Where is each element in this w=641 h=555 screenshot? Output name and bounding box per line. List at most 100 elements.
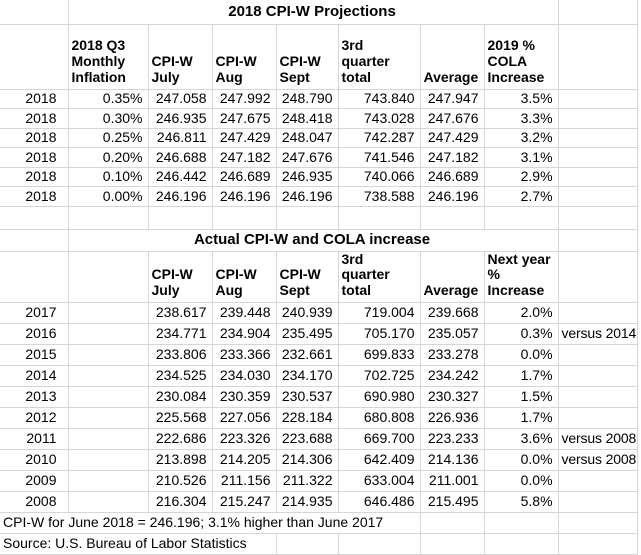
- cell-blank: [67, 343, 149, 366]
- cell-year: 2016: [0, 322, 69, 345]
- cell-blank: [483, 205, 559, 230]
- header-cpiw-sept: CPI-W Sept: [275, 250, 339, 303]
- cell-increase: 5.8%: [483, 490, 559, 513]
- cell-cpiw-aug: 214.205: [211, 448, 277, 471]
- cell-cpiw-july: 234.525: [147, 364, 213, 387]
- cell-cpiw-aug: 247.429: [211, 127, 277, 148]
- cell-q3-total: 702.725: [337, 364, 421, 387]
- header-cola-increase: 2019 % COLA Increase: [483, 23, 559, 90]
- cell-blank: [67, 469, 149, 492]
- cell-year: 2011: [0, 427, 69, 450]
- cell-year: 2008: [0, 490, 69, 513]
- cell-cpiw-sept: 211.322: [275, 469, 339, 492]
- cell-increase: 1.7%: [483, 406, 559, 429]
- cell-blank: [337, 205, 421, 230]
- cell-cpiw-aug: 246.689: [211, 166, 277, 187]
- cell-q3-total: 646.486: [337, 490, 421, 513]
- cell-cpiw-sept: 234.170: [275, 364, 339, 387]
- projection-row: 2018 0.30% 246.935 247.675 248.418 743.0…: [0, 108, 638, 129]
- actual-title-row: Actual CPI-W and COLA increase: [0, 228, 638, 252]
- cell-increase: 2.7%: [483, 186, 559, 207]
- cell-year: 2015: [0, 343, 69, 366]
- cell-q3-total: 743.840: [337, 88, 421, 109]
- cell-note: [557, 469, 638, 492]
- cell-increase: 0.0%: [483, 469, 559, 492]
- cell-cpiw-sept: 246.935: [275, 166, 339, 187]
- projections-header-row: 2018 Q3 Monthly Inflation CPI-W July CPI…: [0, 23, 638, 90]
- cell-increase: 1.7%: [483, 364, 559, 387]
- cell-q3-total: 738.588: [337, 186, 421, 207]
- cell-cpiw-aug: 247.992: [211, 88, 277, 109]
- cell-note: [557, 490, 638, 513]
- actual-row: 2011 222.686 223.326 223.688 669.700 223…: [0, 427, 638, 450]
- actual-title: Actual CPI-W and COLA increase: [67, 228, 559, 252]
- projection-row: 2018 0.10% 246.442 246.689 246.935 740.0…: [0, 166, 638, 187]
- header-next-year-increase: Next year % Increase: [483, 250, 559, 303]
- cell-note: [557, 406, 638, 429]
- cell-inflation: 0.25%: [67, 127, 149, 148]
- cell-blank: [67, 250, 149, 303]
- cell-note: [557, 301, 638, 324]
- cell-cpiw-sept: 248.418: [275, 108, 339, 129]
- cell-blank: [67, 322, 149, 345]
- cell-increase: 0.0%: [483, 448, 559, 471]
- cell-note: [557, 108, 638, 129]
- cell-blank: [211, 205, 277, 230]
- cell-cpiw-july: 216.304: [147, 490, 213, 513]
- cell-note: versus 2014: [557, 322, 638, 345]
- cell-increase: 3.3%: [483, 108, 559, 129]
- cell-average: 239.668: [419, 301, 485, 324]
- cell-blank: [419, 205, 485, 230]
- cell-q3-total: 741.546: [337, 147, 421, 168]
- cell-increase: 0.3%: [483, 322, 559, 345]
- cell-inflation: 0.20%: [67, 147, 149, 168]
- cell-cpiw-aug: 247.675: [211, 108, 277, 129]
- cell-increase: 3.2%: [483, 127, 559, 148]
- actual-row: 2016 234.771 234.904 235.495 705.170 235…: [0, 322, 638, 345]
- cell-note: [557, 88, 638, 109]
- cell-inflation: 0.35%: [67, 88, 149, 109]
- projection-row: 2018 0.00% 246.196 246.196 246.196 738.5…: [0, 186, 638, 207]
- cell-blank: [0, 205, 69, 230]
- cell-note: [557, 127, 638, 148]
- actual-row: 2012 225.568 227.056 228.184 680.808 226…: [0, 406, 638, 429]
- cell-cpiw-sept: 248.047: [275, 127, 339, 148]
- projections-title-row: 2018 CPI-W Projections: [0, 0, 638, 25]
- cell-increase: 3.6%: [483, 427, 559, 450]
- cell-cpiw-aug: 234.030: [211, 364, 277, 387]
- source-note: Source: U.S. Bureau of Labor Statistics: [0, 532, 277, 555]
- cell-average: 247.182: [419, 147, 485, 168]
- cell-cpiw-sept: 235.495: [275, 322, 339, 345]
- header-cpiw-aug: CPI-W Aug: [211, 250, 277, 303]
- cell-cpiw-sept: 248.790: [275, 88, 339, 109]
- cell-average: 214.136: [419, 448, 485, 471]
- cell-q3-total: 680.808: [337, 406, 421, 429]
- cell-note: [557, 186, 638, 207]
- cell-increase: 2.9%: [483, 166, 559, 187]
- cell-cpiw-july: 246.196: [147, 186, 213, 207]
- cell-cpiw-aug: 239.448: [211, 301, 277, 324]
- cell-note: versus 2008: [557, 427, 638, 450]
- header-average: Average: [419, 250, 485, 303]
- actual-row: 2010 213.898 214.205 214.306 642.409 214…: [0, 448, 638, 471]
- cell-inflation: 0.10%: [67, 166, 149, 187]
- actual-header-row: CPI-W July CPI-W Aug CPI-W Sept 3rd quar…: [0, 250, 638, 303]
- actual-row: 2014 234.525 234.030 234.170 702.725 234…: [0, 364, 638, 387]
- cell-cpiw-july: 210.526: [147, 469, 213, 492]
- actual-row: 2013 230.084 230.359 230.537 690.980 230…: [0, 385, 638, 408]
- cell-cpiw-aug: 246.196: [211, 186, 277, 207]
- cell-blank: [0, 0, 69, 25]
- cell-blank: [557, 511, 638, 534]
- cell-average: 246.196: [419, 186, 485, 207]
- cell-cpiw-sept: 230.537: [275, 385, 339, 408]
- cell-year: 2018: [0, 166, 69, 187]
- cell-note: [557, 166, 638, 187]
- header-cpiw-sept: CPI-W Sept: [275, 23, 339, 90]
- cell-note: versus 2008: [557, 448, 638, 471]
- cell-average: 247.947: [419, 88, 485, 109]
- cell-year: 2018: [0, 147, 69, 168]
- cell-note: [557, 385, 638, 408]
- cell-blank: [147, 205, 213, 230]
- header-q3-total: 3rd quarter total: [337, 23, 421, 90]
- header-cpiw-july: CPI-W July: [147, 250, 213, 303]
